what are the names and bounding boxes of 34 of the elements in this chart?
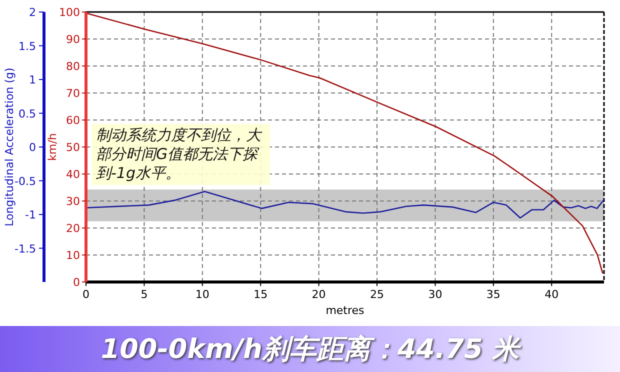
x-tick-label: 30: [428, 288, 442, 301]
y2-tick-label: 40: [66, 168, 80, 181]
x-tick-label: 35: [486, 288, 500, 301]
x-tick-label: 5: [140, 288, 148, 301]
y2-tick-label: 90: [66, 33, 80, 46]
y2-tick-label: 60: [66, 114, 80, 127]
x-tick-label: 15: [254, 288, 268, 301]
y-tick-label: 0.5: [18, 107, 36, 120]
y2-tick-label: 20: [66, 222, 80, 235]
x-tick-label: 20: [312, 288, 326, 301]
text: 100-0km/h刹车距离：44.75 米: [0, 326, 620, 372]
y-tick-label: 0: [29, 141, 36, 154]
y-tick-label: 1: [29, 74, 36, 86]
y2-tick-label: 10: [66, 249, 80, 262]
y2-tick-label: 70: [66, 87, 80, 100]
y-tick-label: -1: [25, 208, 36, 222]
y2-tick-label: 100: [59, 6, 80, 19]
y-tick-label: -0.5: [14, 174, 36, 188]
y2-tick-label: 0: [73, 276, 80, 289]
y-tick-label: 1.5: [18, 40, 36, 53]
y2-tick-label: 50: [66, 141, 80, 154]
annotation: 制动系统力度不到位，大部分时间G值都无法下探到-1g水平。: [92, 124, 270, 185]
y2-axis-title: km/h: [46, 133, 59, 161]
y-tick-label: -1.5: [14, 242, 36, 256]
y2-tick-label: 30: [66, 195, 80, 208]
y-axis-title: Longitudinal Acceleration (g): [3, 68, 16, 226]
x-tick-label: 25: [370, 288, 384, 301]
x-tick-label: 10: [195, 288, 210, 301]
x-tick-label: 0: [82, 288, 90, 301]
x-axis-title: metres: [326, 304, 365, 317]
y-tick-label: 2: [29, 6, 36, 19]
line-series: [85, 12, 604, 274]
x-tick-label: 40: [544, 288, 559, 301]
y2-tick-label: 80: [66, 60, 80, 73]
